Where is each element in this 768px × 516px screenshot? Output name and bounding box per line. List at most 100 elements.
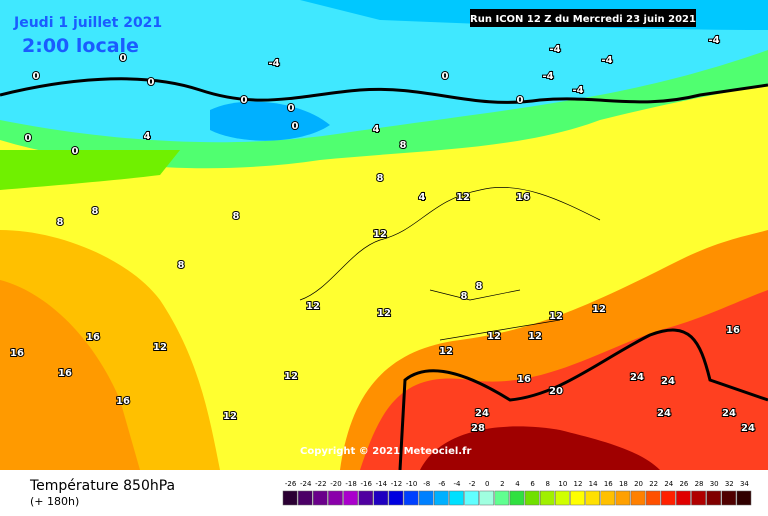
contour-label: 8 (233, 211, 240, 222)
legend-label: 0 (485, 480, 489, 488)
legend-label: -26 (285, 480, 297, 488)
contour-label: 16 (86, 332, 100, 343)
legend-label: 24 (664, 480, 673, 488)
legend-label: 6 (530, 480, 535, 488)
contour-label: 0 (241, 95, 248, 106)
legend-swatch (585, 490, 600, 506)
legend-swatch (630, 490, 646, 506)
legend-label: 4 (515, 480, 520, 488)
legend-label: -6 (438, 480, 446, 488)
field-cyan (0, 0, 768, 143)
contour-label: 12 (487, 331, 501, 342)
contour-label: 12 (377, 308, 391, 319)
contour-label: 24 (657, 408, 671, 419)
contour-label: -4 (708, 35, 719, 46)
contour-label: 24 (722, 408, 736, 419)
field-lightgreen (0, 150, 180, 190)
legend-swatch (539, 490, 555, 506)
legend-label: -24 (300, 480, 312, 488)
field-blue (210, 101, 330, 141)
contour-label: 16 (10, 348, 24, 359)
legend-swatch (494, 490, 510, 506)
contour-label: 16 (516, 192, 530, 203)
legend-swatch (721, 490, 737, 506)
legend-swatch (676, 490, 691, 506)
legend-label: 20 (634, 480, 643, 488)
contour-label: 16 (726, 325, 740, 336)
legend-swatch (313, 490, 328, 506)
legend-label: 32 (725, 480, 734, 488)
contour-label: 12 (373, 229, 387, 240)
footer-title: Température 850hPa (29, 478, 175, 494)
legend-label: -22 (315, 480, 326, 488)
contour-24 (398, 328, 768, 471)
contour-label: 12 (284, 371, 298, 382)
contour-label: 16 (116, 396, 130, 407)
legend-swatch (449, 490, 464, 506)
contour-label: 0 (288, 103, 295, 114)
contour-label: 16 (58, 368, 72, 379)
contour-label: 0 (292, 121, 299, 132)
legend-swatch (600, 490, 616, 506)
contour-label: 12 (456, 192, 470, 203)
contour-label: 24 (630, 372, 644, 383)
legend-label: -4 (453, 480, 461, 488)
legend-label: 16 (604, 480, 613, 488)
legend-label: -2 (469, 480, 476, 488)
legend-swatch (570, 490, 585, 506)
contour-zero (0, 77, 768, 104)
run: Run ICON 12 Z du Mercredi 23 juin 2021 (470, 14, 696, 25)
field-orange-dark (0, 280, 140, 470)
legend-swatch (297, 490, 313, 506)
contour-label: 12 (153, 342, 167, 353)
contour-label: 24 (741, 423, 755, 434)
contour-label: 0 (25, 133, 32, 144)
legend-swatch (464, 490, 479, 506)
contour-label: 8 (461, 291, 468, 302)
legend-swatch (736, 490, 752, 506)
run-box (470, 9, 696, 27)
legend-swatch (615, 490, 631, 506)
legend-swatch (660, 490, 676, 506)
contour-label: 0 (442, 71, 449, 82)
contour-label: -4 (542, 71, 553, 82)
legend-swatch (282, 490, 298, 506)
contour-label: 24 (475, 408, 489, 419)
legend-label: 26 (679, 480, 688, 488)
contour-label: 20 (549, 386, 563, 397)
contour-label: 4 (373, 124, 380, 135)
legend-label: -12 (391, 480, 402, 488)
contour-label: 8 (57, 217, 64, 228)
time: 2:00 locale (22, 35, 139, 57)
legend-swatch (555, 490, 570, 506)
contour-label: 4 (419, 192, 426, 203)
contour-label: 0 (120, 53, 127, 64)
legend-label: -8 (423, 480, 430, 488)
contour-label: 8 (476, 281, 483, 292)
legend-swatch (418, 490, 434, 506)
contour-label: 4 (144, 131, 151, 142)
legend-swatch (479, 490, 495, 506)
contour-label: 0 (33, 71, 40, 82)
legend-label: 18 (619, 480, 628, 488)
legend-label: 12 (574, 480, 583, 488)
legend-label: 22 (649, 480, 658, 488)
legend: -26 -24 -22 -20 -18 -16 -14 -12 -10 -8 -6 -4 -2 0 2 4 6 8… (282, 480, 752, 506)
contour-label: 0 (517, 95, 524, 106)
legend-swatch (524, 490, 540, 506)
legend-swatch (645, 490, 661, 506)
field-red (360, 290, 768, 470)
copyright: Copyright © 2021 Meteociel.fr (300, 446, 471, 457)
legend-label: -14 (376, 480, 388, 488)
footer-lead: (+ 180h) (30, 495, 79, 508)
contour-label: 0 (72, 146, 79, 157)
contour-label: -4 (601, 55, 612, 66)
field-darkred (420, 426, 660, 470)
legend-label: -10 (406, 480, 417, 488)
contour-label: 12 (223, 411, 237, 422)
legend-swatch (328, 490, 343, 506)
legend-label: 30 (710, 480, 719, 488)
legend-label: 34 (740, 480, 749, 488)
contour-label: -4 (549, 44, 560, 55)
